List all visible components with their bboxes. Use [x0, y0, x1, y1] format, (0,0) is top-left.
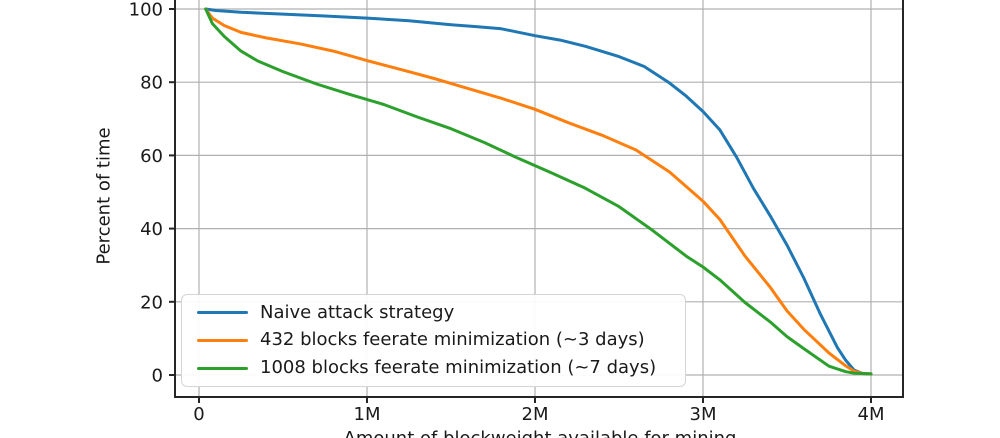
series-line [204, 7, 873, 376]
x-tick-label: 2M [522, 404, 549, 425]
legend-swatch-naive [197, 311, 248, 315]
data-curves [204, 7, 873, 376]
y-tick-label: 80 [140, 73, 163, 94]
legend-label-1008-blocks: 1008 blocks feerate minimization (~7 day… [260, 357, 657, 379]
legend-label-naive: Naive attack strategy [260, 301, 455, 323]
y-tick-label: 40 [140, 219, 163, 240]
y-tick-label: 20 [140, 292, 163, 313]
series-line [204, 7, 873, 376]
legend-item-1008-blocks: 1008 blocks feerate minimization (~7 day… [182, 359, 685, 377]
tick-labels: 0 1M 2M 3M 4M 0 20 40 60 80 100 [129, 0, 885, 425]
axis-spines [174, 0, 904, 398]
x-tick-label: 1M [354, 404, 381, 425]
x-axis-label: Amount of blockweight available for mini… [344, 428, 737, 438]
legend-swatch-432-blocks [197, 338, 248, 342]
y-tick-label: 60 [140, 146, 163, 167]
legend-item-naive: Naive attack strategy [182, 301, 685, 323]
y-tick-label: 100 [129, 0, 163, 21]
legend-swatch-1008-blocks [197, 366, 248, 370]
legend: Naive attack strategy 432 blocks feerate… [181, 294, 686, 387]
x-tick-label: 0 [193, 404, 204, 425]
axis-ticks [169, 8, 872, 403]
y-tick-label: 0 [152, 366, 163, 387]
x-tick-label: 3M [690, 404, 717, 425]
legend-item-432-blocks: 432 blocks feerate minimization (~3 days… [182, 331, 685, 349]
legend-label-432-blocks: 432 blocks feerate minimization (~3 days… [260, 329, 645, 351]
series-line [204, 7, 873, 376]
x-tick-label: 4M [858, 404, 885, 425]
y-axis-label: Percent of time [93, 127, 115, 265]
